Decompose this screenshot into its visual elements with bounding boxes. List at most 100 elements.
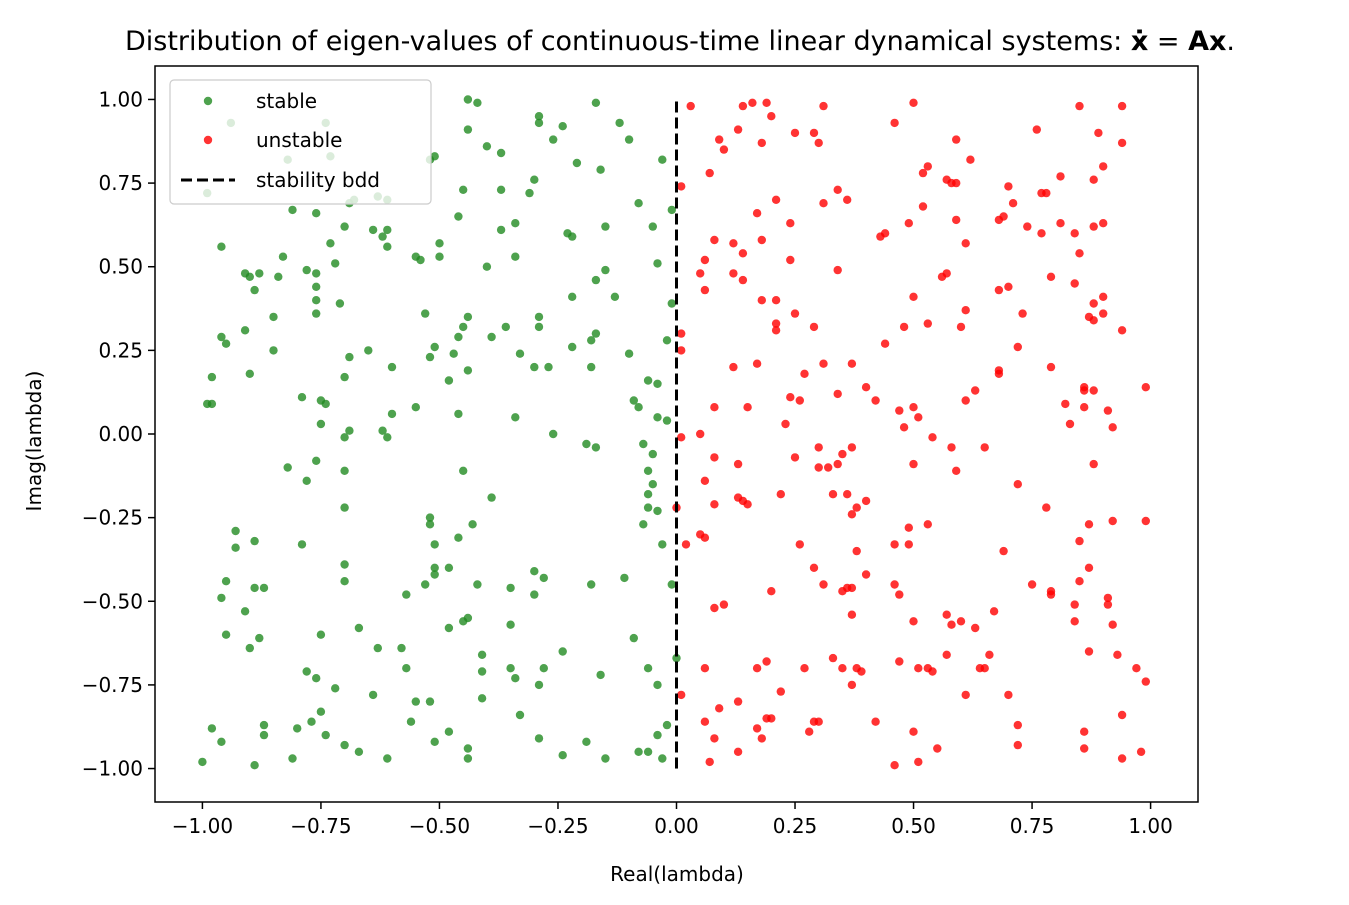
unstable-point [847,510,857,519]
stable-point [459,466,468,475]
unstable-point [738,101,748,111]
stable-point [662,416,672,425]
unstable-point [677,329,686,338]
unstable-point [828,490,838,499]
unstable-point [776,687,785,696]
unstable-point [952,215,961,225]
stable-point [487,332,496,342]
unstable-point [677,346,686,355]
unstable-point [752,209,762,218]
stable-point [639,439,648,449]
y-axis-label: Imag(lambda) [22,371,46,512]
stable-point [549,135,558,144]
stable-point [383,225,392,235]
stable-point [307,717,316,726]
y-axis: −1.00 −0.75 −0.50 −0.25 0.00 0.25 0.50 0.75 1.00 [82,87,155,781]
unstable-point [700,285,710,295]
stable-point [530,567,539,576]
stable-point [312,456,321,465]
stable-point [558,647,567,656]
unstable-point [914,757,923,767]
unstable-point [790,453,800,462]
stable-point [345,352,354,362]
stable-point [331,259,340,268]
unstable-point [1108,423,1117,432]
unstable-point [838,664,847,673]
stable-point [477,694,487,703]
unstable-point [933,744,942,753]
stable-point [340,740,349,750]
unstable-point [880,339,890,348]
stable-point [658,155,667,164]
unstable-point [729,239,738,248]
stable-point [269,312,278,322]
unstable-point [1013,342,1022,352]
stable-point [672,653,681,663]
stable-point [643,376,653,385]
stable-point [402,590,411,599]
unstable-point [762,98,771,108]
unstable-point [914,413,923,422]
stable-point [207,399,217,409]
unstable-point [904,523,913,532]
unstable-point [918,202,928,211]
stable-point [653,680,662,690]
stable-point [477,667,487,676]
unstable-point [752,724,762,733]
stable-point [653,259,662,268]
unstable-point [989,607,999,616]
stable-point [530,362,539,372]
unstable-point [1108,620,1117,629]
unstable-point [719,600,729,609]
unstable-point [1080,403,1089,412]
stable-point [459,322,468,332]
unstable-point [1070,600,1079,609]
unstable-point [1080,386,1089,395]
unstable-point [757,734,766,743]
stable-point [312,282,321,291]
unstable-point [757,235,766,245]
unstable-point [1013,740,1022,750]
unstable-point [786,219,795,228]
stable-point [463,613,473,623]
chart-title: Distribution of eigen-values of continuo… [125,26,1235,57]
stable-point [231,543,240,552]
x-tick-label: 1.00 [1128,814,1173,838]
stable-point [425,697,435,706]
unstable-point [814,717,823,726]
y-tick-label: −0.50 [82,589,143,613]
unstable-point [1070,617,1079,626]
unstable-point [705,168,714,178]
unstable-point [1141,516,1151,526]
unstable-point [681,540,691,549]
unstable-point [1136,747,1146,756]
unstable-point [790,309,800,318]
stable-point [283,463,292,472]
stable-point [534,312,544,322]
stable-point [221,577,231,586]
unstable-point [999,212,1008,221]
stable-point [620,573,629,583]
unstable-point [923,520,932,529]
stable-point [468,520,477,529]
stable-point [221,339,231,348]
stable-point [582,439,591,449]
unstable-point [1075,536,1084,546]
unstable-point [719,145,729,154]
unstable-point [1084,520,1094,529]
stable-point [335,299,345,308]
unstable-point [909,727,918,736]
stable-point [312,209,321,218]
stable-point [568,342,577,352]
stable-point [430,737,439,746]
stable-point [383,433,392,442]
unstable-point [819,199,828,208]
stable-point [667,205,676,215]
unstable-point [961,690,970,700]
stable-point [316,707,326,716]
unstable-point [733,697,743,706]
stable-point [425,352,435,362]
stable-point [615,118,624,128]
stable-point [217,737,226,746]
